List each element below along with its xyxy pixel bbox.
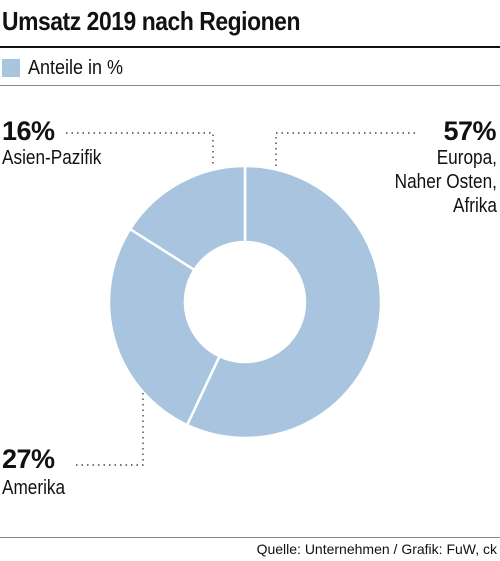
slice-label-category-amerika: Amerika [2,476,65,500]
category-line: Asien-Pazifik [2,147,102,169]
chart-title: Umsatz 2019 nach Regionen [2,6,300,36]
slice-amerika [107,227,222,427]
category-line: Amerika [2,477,66,499]
category-line: Europa, [436,147,497,169]
category-line: Naher Osten, [394,171,497,193]
slice-label-category-europa: Europa, Naher Osten, Afrika [395,146,497,218]
legend-label: Anteile in % [28,56,124,79]
slice-europa [185,164,383,440]
slice-label-percent-asien: 16% [2,116,55,146]
slice-asien [128,164,247,272]
legend-rule [0,85,500,86]
source-note: Quelle: Unternehmen / Grafik: FuW, ck [256,541,497,557]
category-line: Afrika [453,195,497,217]
source-rule [0,537,500,538]
slice-label-percent-europa: 57% [443,116,496,146]
title-rule [0,46,500,48]
slice-label-category-asien: Asien-Pazifik [2,146,101,170]
leader-amerika [76,392,144,466]
donut-slices [107,164,383,440]
leader-europa [275,132,415,166]
slice-label-percent-amerika: 27% [2,444,55,474]
leader-lines [66,132,415,466]
legend: Anteile in % [2,56,134,80]
legend-swatch [2,59,20,77]
